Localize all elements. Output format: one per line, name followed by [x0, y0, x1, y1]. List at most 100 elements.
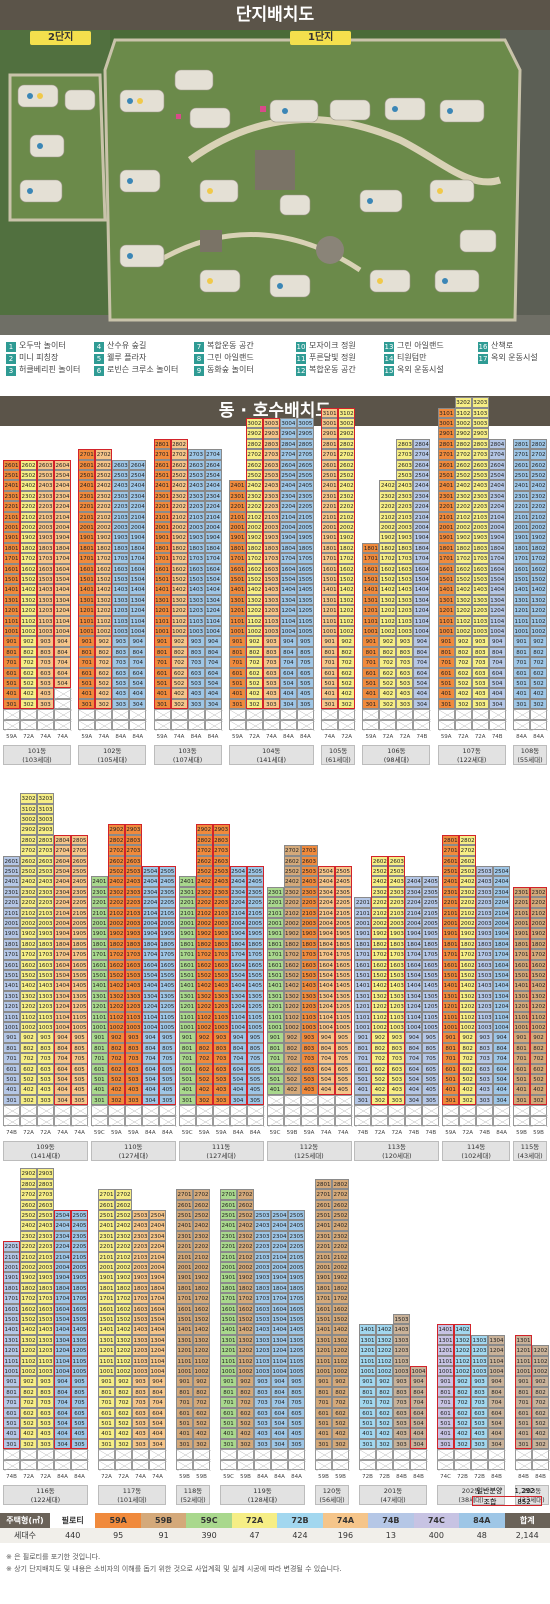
unit-cell: 1301 — [3, 990, 20, 1002]
unit-cell: 2502 — [195, 866, 213, 877]
unit-cell: 1703 — [476, 949, 494, 960]
unit-cell: 1204 — [229, 1001, 247, 1012]
unit-cell: 2405 — [296, 480, 314, 491]
unit-cell: 2301 — [220, 1230, 237, 1242]
unit-cell: 1002 — [20, 626, 37, 637]
unit-cell: 2001 — [78, 522, 96, 533]
unit-type-label: 72A — [20, 732, 37, 742]
pilotis-cell — [237, 1459, 255, 1471]
unit-cell: 2404 — [488, 480, 506, 491]
unit-cell: 1703 — [471, 553, 489, 564]
legend-number: 12 — [296, 366, 306, 376]
unit-cell: 1702 — [20, 1293, 37, 1304]
unit-cell: 1001 — [176, 1366, 193, 1377]
unit-cell: 905 — [334, 1032, 352, 1043]
legend-number: 3 — [6, 366, 16, 376]
unit-cell: 802 — [20, 1386, 37, 1398]
unit-cell: 2005 — [71, 918, 88, 929]
unit-cell: 2505 — [71, 866, 88, 877]
unit-cell: 1104 — [141, 1011, 159, 1022]
unit-type-label: 72A — [396, 732, 413, 742]
unit-cell: 501 — [354, 1074, 372, 1085]
unit-cell: 1701 — [220, 1293, 237, 1304]
unit-cell: 1904 — [413, 532, 431, 543]
unit-cell: 401 — [359, 1428, 376, 1439]
unit-cell: 2403 — [254, 1220, 271, 1231]
unit-cell: 2202 — [193, 1241, 210, 1252]
unit-cell: 2205 — [422, 897, 440, 908]
unit-cell: 1104 — [129, 615, 147, 626]
unit-cell: 901 — [437, 636, 455, 647]
unit-cell: 1004 — [488, 626, 506, 637]
unit-cell: 305 — [71, 1438, 88, 1450]
unit-cell: 2203 — [37, 897, 54, 908]
unit-type-label: 74A — [335, 1128, 352, 1138]
unit-cell: 2002 — [454, 522, 472, 533]
unit-cell: 1502 — [237, 1314, 254, 1325]
unit-cell: 2504 — [149, 1210, 166, 1221]
unit-type-label: 84B — [410, 1472, 427, 1482]
unit-cell: 1104 — [488, 1355, 505, 1366]
unit-cell: 1502 — [195, 970, 213, 981]
unit-cell: 2201 — [513, 897, 530, 908]
unit-cell: 2003 — [388, 918, 406, 929]
unit-cell: 403 — [187, 688, 205, 699]
unit-cell: 1805 — [246, 938, 264, 950]
unit-cell: 602 — [95, 667, 113, 678]
unit-cell: 1301 — [266, 990, 284, 1002]
unit-cell: 1203 — [37, 605, 54, 616]
pilotis-cell — [78, 709, 97, 721]
unit-cell: 602 — [532, 1407, 549, 1418]
unit-cell: 2401 — [98, 1220, 115, 1231]
pilotis-cell — [129, 719, 148, 731]
type-count: 400 — [413, 1528, 460, 1543]
unit-cell: 2402 — [371, 876, 389, 887]
unit-cell: 2302 — [283, 886, 301, 898]
unit-cell: 803 — [262, 646, 280, 658]
unit-cell: 2801 — [437, 438, 455, 450]
pilotis-cell — [78, 719, 97, 731]
unit-cell: 403 — [37, 688, 54, 699]
unit-cell: 2002 — [530, 522, 547, 533]
unit-type-label: 59B — [513, 1128, 530, 1138]
unit-cell: 702 — [332, 1397, 349, 1408]
unit-cell: 504 — [54, 1418, 71, 1429]
unit-type-label: 59A — [196, 1128, 213, 1138]
unit-cell: 1301 — [220, 1334, 237, 1346]
unit-cell: 1902 — [95, 532, 113, 543]
unit-type-label: 84A — [254, 1472, 271, 1482]
unit-cell: 2504 — [204, 470, 222, 481]
unit-cell: 901 — [359, 1376, 376, 1387]
unit-cell: 2404 — [129, 480, 147, 491]
unit-cell: 1003 — [37, 1366, 54, 1377]
unit-cell: 2102 — [20, 511, 37, 522]
pilotis-cell — [271, 1449, 289, 1461]
unit-cell: 2204 — [149, 1241, 166, 1252]
unit-cell: 503 — [471, 678, 489, 689]
unit-cell: 602 — [195, 1063, 213, 1074]
pilotis-cell — [422, 1115, 441, 1127]
unit-cell: 1901 — [90, 928, 108, 939]
unit-cell: 1705 — [334, 949, 352, 960]
unit-cell: 401 — [90, 1084, 108, 1095]
unit-cell: 1203 — [300, 1001, 318, 1012]
unit-cell: 1904 — [149, 1272, 166, 1283]
zone-tag-1: 1단지 — [290, 31, 352, 45]
unit-cell: 1501 — [228, 574, 246, 585]
unit-type-label: 72A — [98, 1472, 115, 1482]
unit-cell: 2701 — [78, 449, 96, 460]
unit-cell: 1401 — [513, 584, 530, 595]
unit-cell: 1803 — [471, 542, 489, 554]
unit-cell: 1903 — [112, 532, 130, 543]
unit-cell: 2503 — [300, 866, 318, 877]
pilotis-cell — [262, 719, 281, 731]
unit-cell: 2104 — [317, 907, 335, 918]
unit-type-label: 59B — [315, 1472, 332, 1482]
unit-cell: 802 — [338, 646, 356, 658]
unit-cell: 501 — [3, 1074, 20, 1085]
unit-cell: 403 — [132, 1428, 149, 1439]
unit-cell: 1402 — [170, 584, 188, 595]
unit-cell: 1401 — [228, 584, 246, 595]
unit-cell: 405 — [158, 1084, 176, 1095]
unit-cell: 1903 — [37, 532, 54, 543]
